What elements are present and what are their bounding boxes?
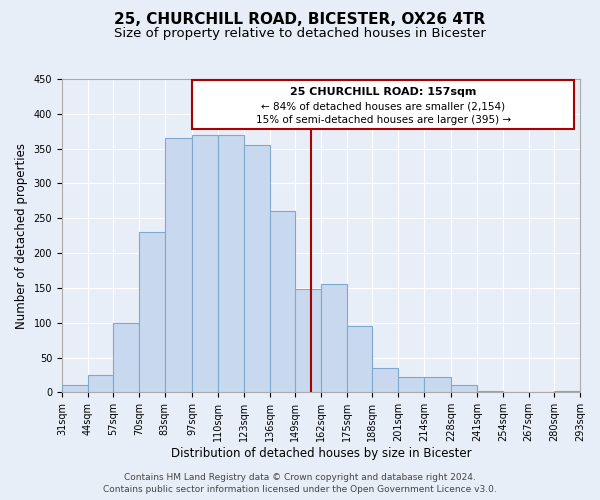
Bar [373, 368, 398, 392]
Bar [62, 386, 88, 392]
Text: ← 84% of detached houses are smaller (2,154): ← 84% of detached houses are smaller (2,… [261, 101, 505, 111]
Bar [139, 232, 165, 392]
Bar [244, 145, 269, 392]
Bar [398, 377, 424, 392]
Text: 25 CHURCHILL ROAD: 157sqm: 25 CHURCHILL ROAD: 157sqm [290, 87, 476, 97]
Text: Size of property relative to detached houses in Bicester: Size of property relative to detached ho… [114, 28, 486, 40]
Bar [113, 322, 139, 392]
Text: 25, CHURCHILL ROAD, BICESTER, OX26 4TR: 25, CHURCHILL ROAD, BICESTER, OX26 4TR [115, 12, 485, 28]
Bar [218, 134, 244, 392]
Text: 15% of semi-detached houses are larger (395) →: 15% of semi-detached houses are larger (… [256, 116, 511, 126]
Bar [554, 391, 580, 392]
FancyBboxPatch shape [193, 80, 574, 129]
Bar [347, 326, 373, 392]
Bar [451, 384, 477, 392]
Bar [88, 375, 113, 392]
Y-axis label: Number of detached properties: Number of detached properties [15, 142, 28, 328]
Bar [295, 290, 321, 393]
Text: Contains HM Land Registry data © Crown copyright and database right 2024.
Contai: Contains HM Land Registry data © Crown c… [103, 472, 497, 494]
Bar [321, 284, 347, 393]
X-axis label: Distribution of detached houses by size in Bicester: Distribution of detached houses by size … [170, 447, 471, 460]
Bar [477, 391, 503, 392]
Bar [165, 138, 193, 392]
Bar [424, 377, 451, 392]
Bar [193, 134, 218, 392]
Bar [269, 212, 295, 392]
